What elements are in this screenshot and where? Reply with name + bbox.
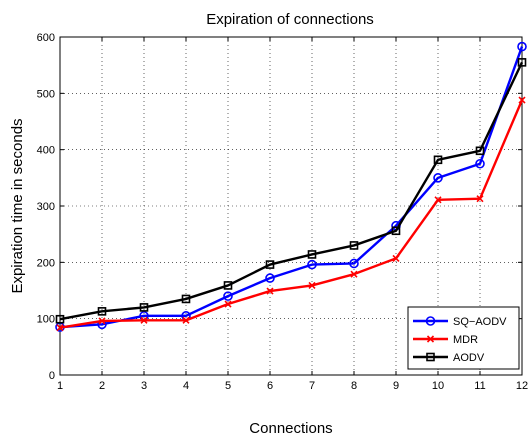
data-point-x — [140, 316, 148, 324]
data-point-x — [476, 195, 484, 203]
y-tick-label: 0 — [49, 370, 55, 382]
data-point-square — [55, 314, 65, 324]
series-0 — [55, 41, 527, 332]
x-tick-label: 9 — [393, 380, 399, 392]
legend: SQ−AODV MDR AODV — [407, 306, 520, 370]
x-tick-label: 3 — [141, 380, 147, 392]
series-2 — [55, 58, 527, 324]
x-tick-label: 11 — [474, 380, 485, 392]
data-point-square — [517, 58, 527, 67]
y-tick-label: 200 — [37, 257, 55, 269]
data-point-circle — [433, 173, 443, 183]
data-point-circle — [307, 259, 317, 270]
series-line — [59, 61, 524, 321]
data-point-x — [350, 270, 358, 278]
data-point-square — [97, 307, 107, 316]
series-line — [59, 99, 524, 329]
legend-item: AODV — [413, 352, 485, 364]
data-point-square — [349, 241, 359, 250]
data-point-x — [392, 254, 400, 262]
data-point-x — [182, 316, 190, 324]
data-point-square — [391, 226, 401, 236]
y-tick-label: 600 — [37, 32, 55, 44]
x-tick-label: 8 — [351, 380, 357, 392]
legend-item: SQ−AODV — [413, 316, 507, 328]
data-point-x — [98, 317, 106, 325]
series-line — [59, 46, 524, 329]
data-point-square — [139, 303, 149, 312]
legend-label: MDR — [453, 334, 478, 346]
series-1 — [56, 96, 526, 332]
data-point-x — [426, 335, 435, 343]
data-point-circle — [475, 158, 485, 169]
x-axis-label: Connections — [249, 420, 332, 437]
series-group — [55, 41, 527, 332]
data-point-square — [433, 155, 443, 165]
chart-title: Expiration of connections — [206, 11, 374, 28]
y-tick-label: 400 — [37, 145, 55, 157]
data-point-x — [308, 281, 316, 289]
x-tick-label: 4 — [183, 380, 189, 392]
data-point-square — [265, 260, 275, 269]
data-point-x — [266, 287, 274, 295]
data-point-square — [181, 294, 191, 304]
y-tick-label: 100 — [37, 314, 55, 326]
data-point-square — [223, 281, 233, 290]
data-point-x — [518, 96, 526, 104]
data-point-square — [307, 250, 317, 259]
data-point-square — [426, 352, 435, 362]
x-tick-label: 1 — [57, 380, 63, 392]
y-tick-label: 500 — [37, 88, 55, 100]
data-point-circle — [425, 316, 436, 326]
data-point-x — [224, 300, 232, 308]
legend-item: MDR — [413, 334, 478, 346]
data-point-circle — [349, 258, 359, 269]
data-point-x — [56, 324, 64, 332]
x-tick-label: 7 — [309, 380, 315, 392]
legend-label: AODV — [453, 352, 485, 364]
data-point-square — [475, 146, 485, 156]
x-tick-label: 2 — [99, 380, 105, 392]
x-tick-label: 10 — [432, 380, 444, 392]
x-tick-label: 5 — [225, 380, 231, 392]
x-tick-label: 12 — [516, 380, 528, 392]
x-tick-label: 6 — [267, 380, 273, 392]
y-axis-label: Expiration time in seconds — [9, 118, 26, 293]
data-point-circle — [223, 291, 233, 301]
y-tick-label: 300 — [37, 201, 55, 213]
legend-label: SQ−AODV — [453, 316, 507, 328]
data-point-circle — [517, 41, 527, 52]
data-point-x — [434, 196, 442, 204]
data-point-circle — [265, 273, 275, 283]
